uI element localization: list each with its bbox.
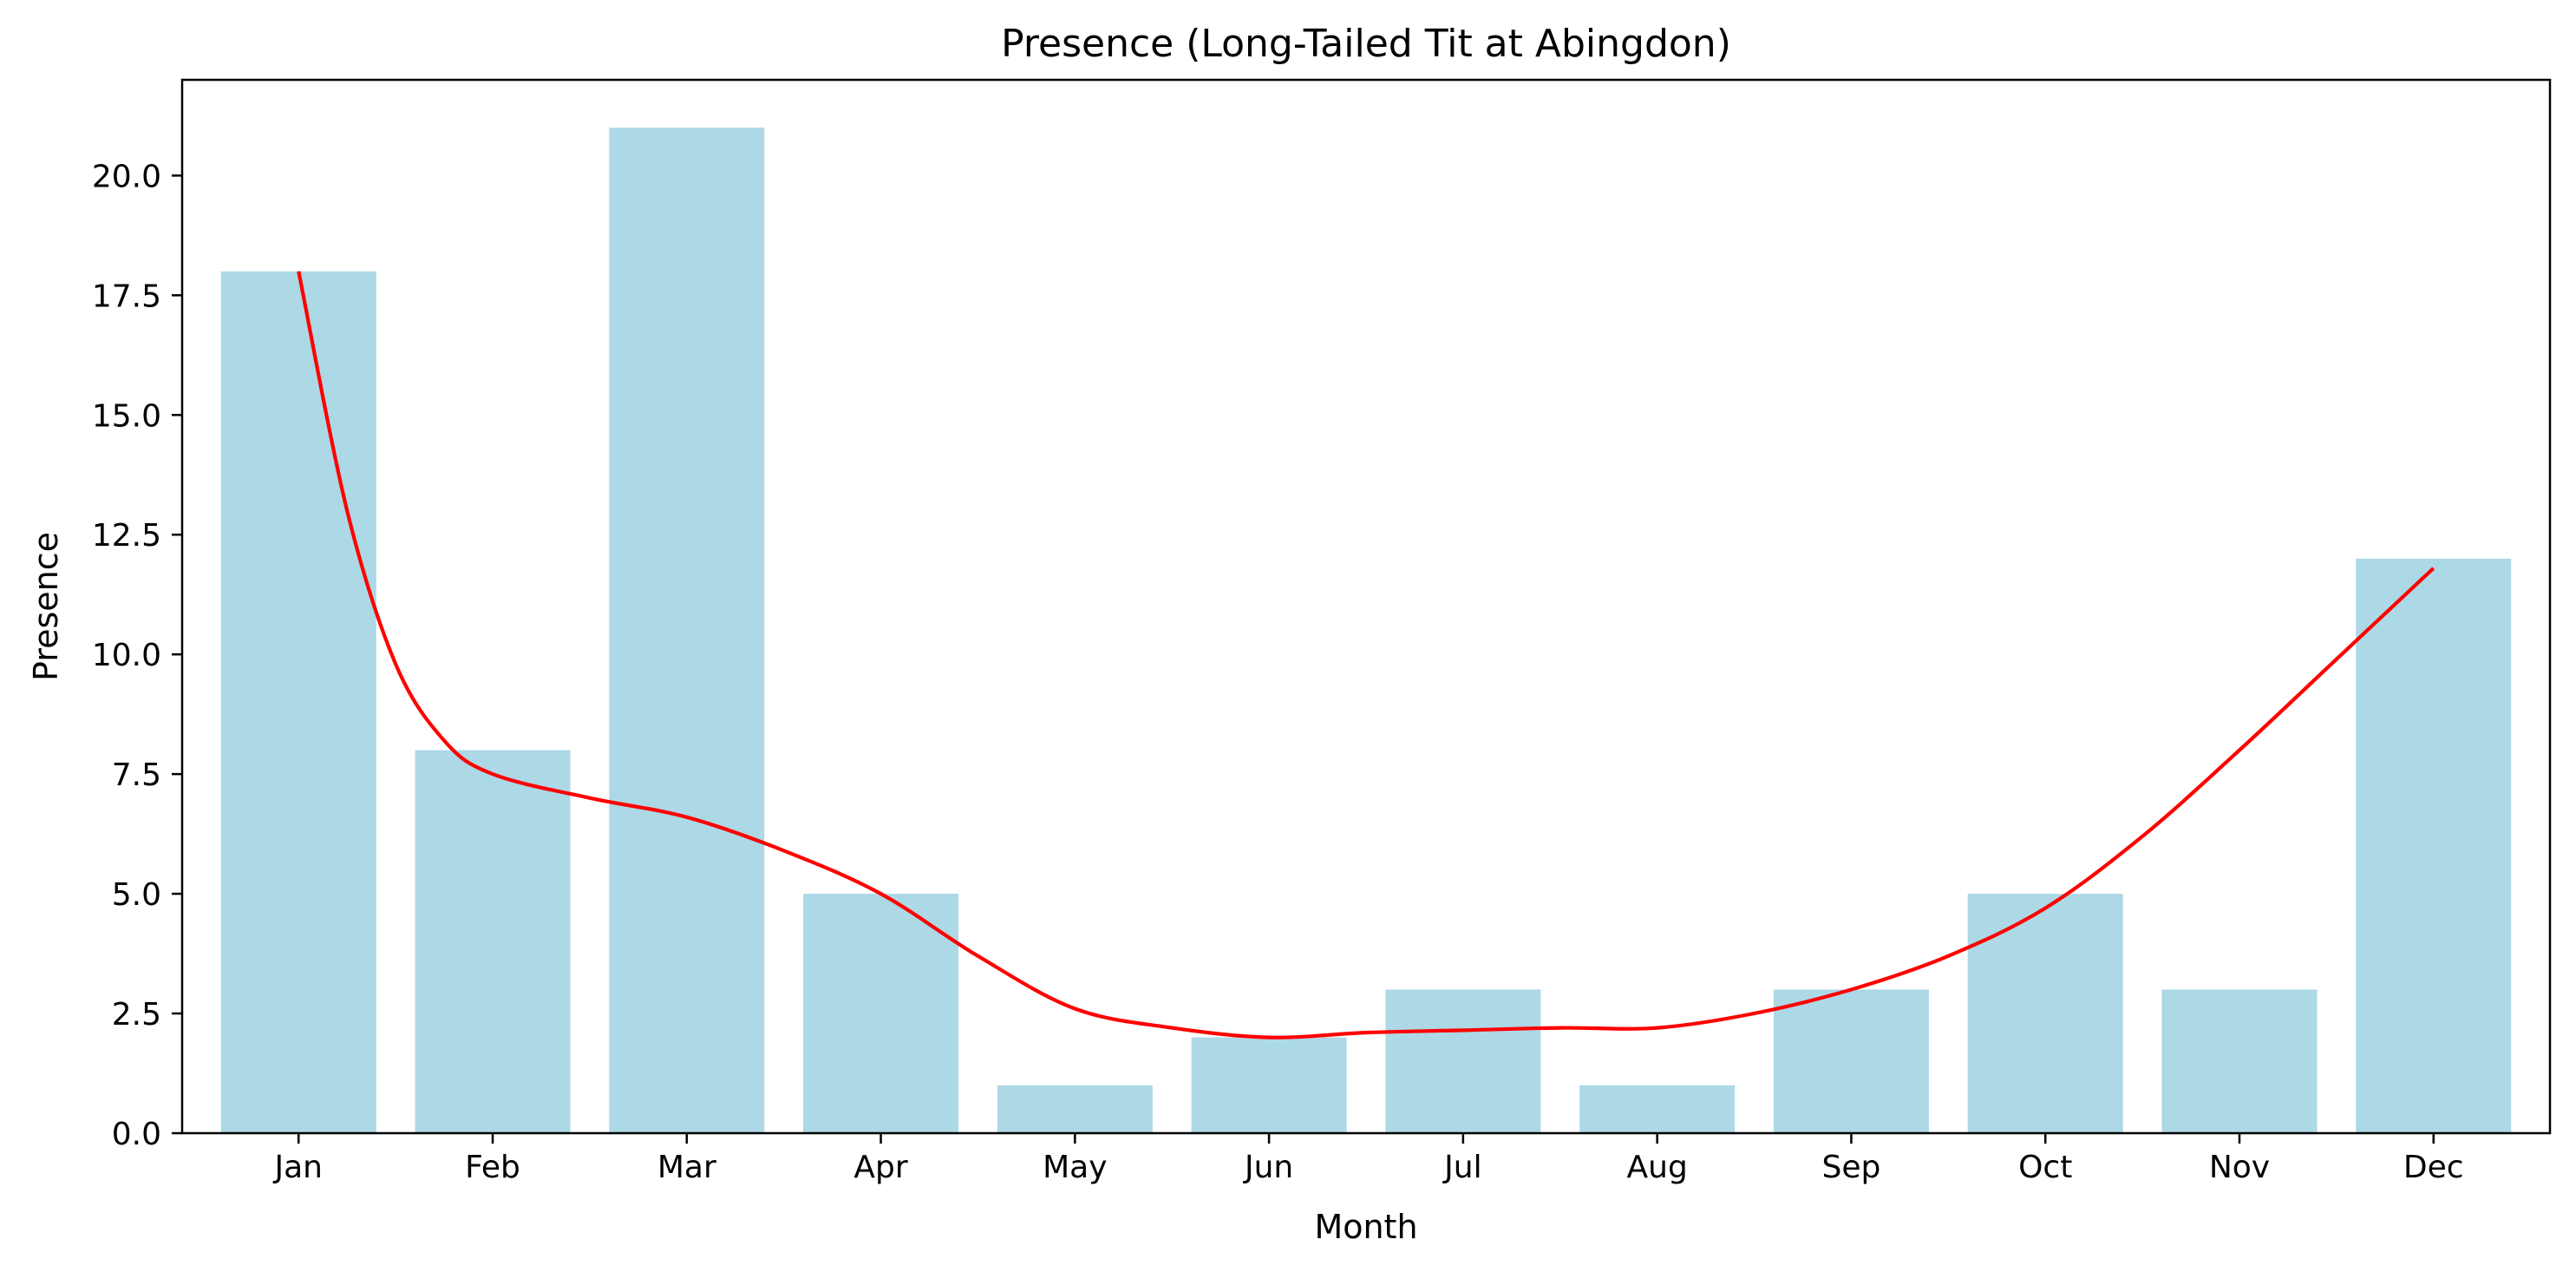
y-tick-label: 7.5	[112, 757, 161, 793]
trend-line	[297, 271, 2435, 1039]
x-axis-ticks: Jan Feb Mar Apr May Jun Jul Aug Sep Oct Nov Dec	[273, 1133, 2464, 1185]
x-tick-label: Jun	[1243, 1150, 1293, 1185]
x-axis-label: Month	[1314, 1208, 1417, 1246]
x-tick-label: May	[1043, 1150, 1107, 1185]
chart-title: Presence (Long-Tailed Tit at Abingdon)	[1001, 22, 1731, 66]
bar-sep	[1773, 989, 1929, 1133]
x-tick-label: Oct	[2018, 1150, 2072, 1185]
bar-oct	[1967, 894, 2123, 1133]
y-tick-label: 20.0	[92, 159, 161, 194]
x-tick-label: Nov	[2209, 1150, 2270, 1185]
bar-mar	[609, 128, 765, 1133]
y-tick-label: 0.0	[112, 1117, 161, 1152]
bar-aug	[1579, 1085, 1736, 1133]
bar-jul	[1385, 989, 1541, 1133]
bar-jun	[1191, 1037, 1347, 1133]
y-axis-ticks: 0.0 2.5 5.0 7.5 10.0 12.5 15.0 17.5 20.0	[92, 159, 182, 1152]
x-tick-label: Sep	[1821, 1150, 1880, 1185]
x-tick-label: Dec	[2403, 1150, 2464, 1185]
y-tick-label: 2.5	[112, 997, 161, 1033]
y-tick-label: 10.0	[92, 638, 161, 673]
x-tick-label: Apr	[853, 1150, 907, 1185]
y-tick-label: 17.5	[92, 279, 161, 314]
plot-area-frame	[180, 78, 2552, 1135]
y-tick-label: 5.0	[112, 877, 161, 913]
bars	[220, 128, 2512, 1133]
bar-dec	[2356, 558, 2512, 1133]
y-axis-label: Presence	[27, 532, 65, 681]
x-tick-label: Jul	[1442, 1150, 1481, 1185]
x-tick-label: Aug	[1627, 1150, 1688, 1185]
bar-may	[997, 1085, 1153, 1133]
x-tick-label: Feb	[465, 1150, 520, 1185]
y-tick-label: 15.0	[92, 398, 161, 434]
bar-nov	[2161, 989, 2318, 1133]
y-tick-label: 12.5	[92, 518, 161, 554]
bar-apr	[803, 894, 959, 1133]
bar-jan	[220, 271, 376, 1133]
x-tick-label: Mar	[657, 1150, 716, 1185]
bar-feb	[415, 750, 571, 1133]
x-tick-label: Jan	[273, 1150, 324, 1185]
